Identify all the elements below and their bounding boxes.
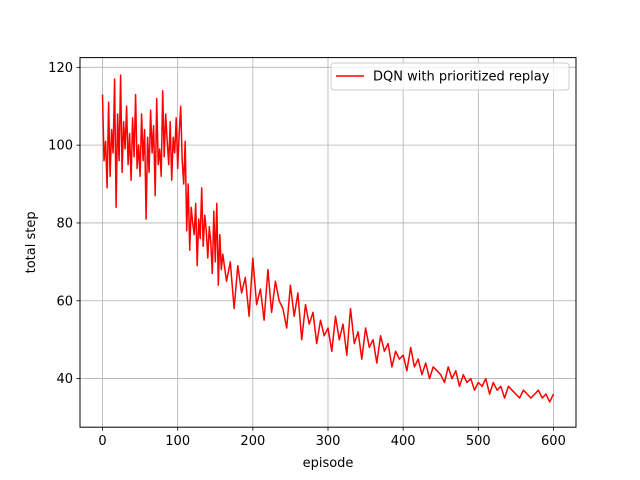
x-tick-label: 400: [391, 434, 416, 449]
y-tick-label: 100: [48, 139, 73, 154]
y-tick-label: 60: [56, 294, 73, 309]
x-tick-label: 0: [98, 434, 106, 449]
series-layer: [101, 74, 555, 403]
axis-ticks: 0 100 200 300 400 500 600 40 60 80 100 120: [48, 61, 566, 449]
x-tick-label: 100: [165, 434, 190, 449]
y-axis-label: total step: [24, 211, 39, 273]
x-tick-label: 600: [541, 434, 566, 449]
y-tick-label: 120: [48, 61, 73, 76]
x-tick-label: 200: [240, 434, 265, 449]
legend-label: DQN with prioritized replay: [373, 70, 550, 85]
legend-box: [330, 62, 570, 91]
x-tick-label: 500: [466, 434, 491, 449]
x-axis-label: episode: [303, 456, 354, 471]
legend: DQN with prioritized replay: [330, 62, 570, 91]
series-line: [101, 74, 555, 403]
y-tick-label: 80: [56, 216, 73, 231]
y-tick-label: 40: [56, 372, 73, 387]
grid-lines: [80, 57, 576, 428]
x-tick-label: 300: [316, 434, 341, 449]
